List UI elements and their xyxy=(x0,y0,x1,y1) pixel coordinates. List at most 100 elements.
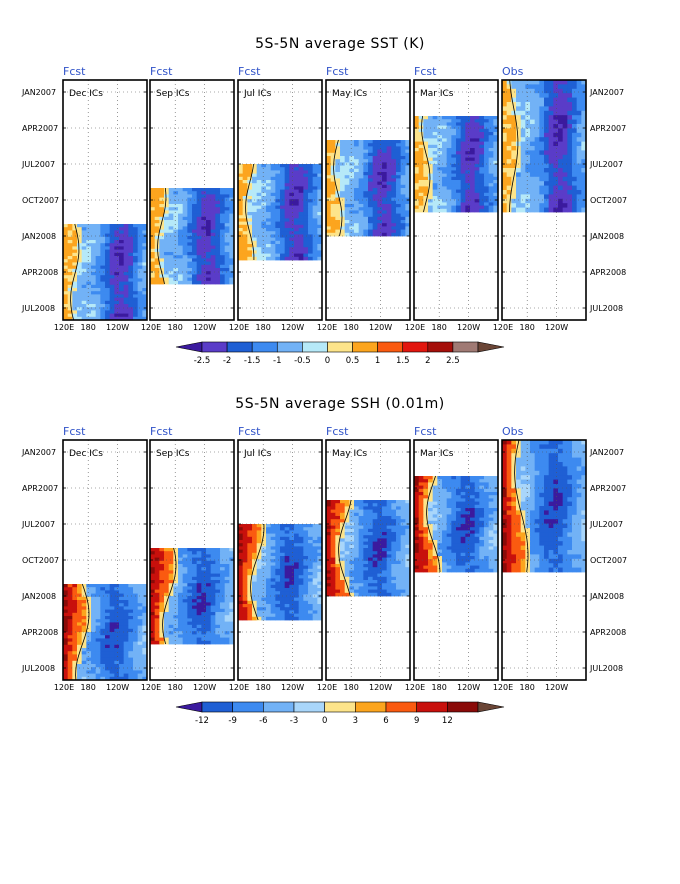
data-cell xyxy=(155,577,160,581)
data-cell xyxy=(266,540,271,544)
data-cell xyxy=(544,150,549,155)
data-cell xyxy=(178,564,183,568)
data-cell xyxy=(401,150,406,154)
data-cell xyxy=(68,603,73,607)
data-cell xyxy=(192,274,197,278)
data-cell xyxy=(475,177,480,181)
data-cell xyxy=(225,596,230,600)
data-cell xyxy=(220,268,225,272)
data-cell xyxy=(521,199,526,204)
data-cell xyxy=(266,553,271,557)
data-cell xyxy=(261,218,266,222)
data-cell xyxy=(285,585,290,589)
data-cell xyxy=(183,551,188,555)
data-cell xyxy=(133,259,138,263)
data-cell xyxy=(451,170,456,174)
data-cell xyxy=(465,135,470,139)
data-cell xyxy=(558,102,563,107)
data-cell xyxy=(280,546,285,550)
data-cell xyxy=(549,111,554,116)
data-cell xyxy=(100,603,105,607)
data-cell xyxy=(391,178,396,182)
data-cell xyxy=(110,227,115,231)
data-cell xyxy=(183,567,188,571)
data-cell xyxy=(211,204,216,208)
data-cell xyxy=(377,201,382,205)
data-cell xyxy=(489,126,494,130)
data-cell xyxy=(349,172,354,176)
data-cell xyxy=(368,146,373,150)
data-cell xyxy=(340,210,345,214)
data-cell xyxy=(271,190,276,194)
data-cell xyxy=(433,142,438,146)
data-cell xyxy=(382,156,387,160)
data-cell xyxy=(521,93,526,98)
data-cell xyxy=(105,262,110,266)
data-cell xyxy=(433,148,438,152)
data-cell xyxy=(280,190,285,194)
data-cell xyxy=(271,212,276,216)
data-cell xyxy=(530,186,535,191)
data-cell xyxy=(530,159,535,164)
data-cell xyxy=(456,170,461,174)
data-cell xyxy=(461,132,466,136)
data-cell xyxy=(183,564,188,568)
data-cell xyxy=(164,252,169,256)
data-cell xyxy=(442,202,447,206)
data-cell xyxy=(133,606,138,610)
data-cell xyxy=(484,190,489,194)
data-cell xyxy=(373,185,378,189)
data-cell xyxy=(299,247,304,251)
data-cell xyxy=(91,310,96,314)
data-cell xyxy=(72,613,77,617)
data-cell xyxy=(419,183,424,187)
data-cell xyxy=(201,580,206,584)
data-cell xyxy=(275,559,280,563)
data-cell xyxy=(159,255,164,259)
data-cell xyxy=(220,548,225,552)
data-cell xyxy=(572,137,577,142)
data-cell xyxy=(159,554,164,558)
data-cell xyxy=(215,596,220,600)
panel-header: Fcst xyxy=(150,425,173,438)
data-cell xyxy=(96,250,101,254)
data-cell xyxy=(345,178,350,182)
x-tick-label: 180 xyxy=(344,323,359,332)
data-cell xyxy=(183,262,188,266)
data-cell xyxy=(289,186,294,190)
data-cell xyxy=(516,84,521,89)
data-cell xyxy=(68,234,73,238)
data-cell xyxy=(572,181,577,186)
data-cell xyxy=(159,628,164,632)
colorbar-level-label: 0.5 xyxy=(346,356,360,366)
data-cell xyxy=(261,196,266,200)
data-cell xyxy=(201,618,206,622)
data-cell xyxy=(303,183,308,187)
data-cell xyxy=(456,148,461,152)
data-cell xyxy=(252,209,257,213)
data-cell xyxy=(187,612,192,616)
data-cell xyxy=(442,132,447,136)
data-cell xyxy=(215,191,220,195)
data-cell xyxy=(220,265,225,269)
data-cell xyxy=(387,198,392,202)
data-cell xyxy=(382,194,387,198)
data-cell xyxy=(572,168,577,173)
data-cell xyxy=(303,212,308,216)
data-cell xyxy=(197,596,202,600)
data-cell xyxy=(451,135,456,139)
data-cell xyxy=(201,198,206,202)
data-cell xyxy=(377,172,382,176)
data-cell xyxy=(211,210,216,214)
data-cell xyxy=(511,190,516,195)
data-cell xyxy=(423,132,428,136)
data-cell xyxy=(173,249,178,253)
data-cell xyxy=(105,285,110,289)
data-cell xyxy=(169,638,174,642)
data-cell xyxy=(377,143,382,147)
data-cell xyxy=(349,143,354,147)
data-cell xyxy=(155,634,160,638)
data-cell xyxy=(105,651,110,655)
data-cell xyxy=(215,220,220,224)
data-cell xyxy=(183,574,188,578)
